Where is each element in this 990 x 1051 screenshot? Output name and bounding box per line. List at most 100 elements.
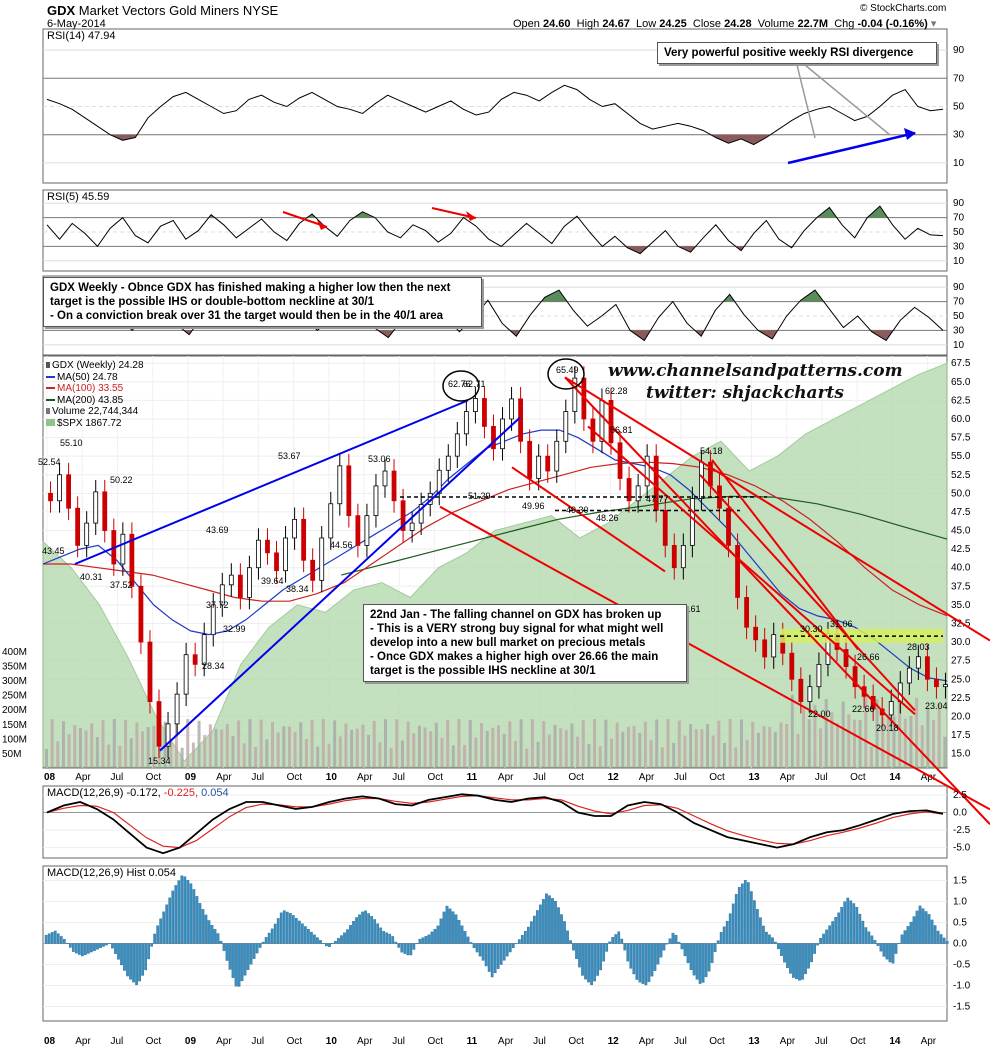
- candle-body: [554, 440, 560, 472]
- candle-body: [391, 470, 397, 502]
- volume-bar: [898, 700, 902, 767]
- volume-bar: [299, 722, 303, 767]
- volume-bar: [78, 728, 82, 767]
- volume-bar: [649, 739, 653, 767]
- volume-bar: [773, 731, 777, 767]
- hist-bar: [421, 937, 425, 944]
- candle-body: [183, 654, 189, 695]
- price-peak-label: 55.10: [60, 438, 83, 448]
- price-x-tick-label: Jul: [674, 772, 687, 783]
- candle-body: [843, 649, 849, 668]
- candle-body: [789, 652, 795, 680]
- volume-bar: [400, 740, 404, 767]
- hist-bar: [56, 933, 60, 944]
- red-channel-line: [564, 376, 990, 642]
- price-peak-label: 37.72: [206, 600, 229, 610]
- price-peak-label: 37.52: [110, 580, 133, 590]
- hist-bar: [418, 938, 422, 944]
- candle-body: [689, 498, 695, 546]
- price-peak-label: 26.66: [857, 652, 880, 662]
- hist-bar: [237, 943, 241, 987]
- candle-body: [617, 442, 623, 479]
- volume-bar: [858, 719, 862, 767]
- hist-bar: [759, 917, 762, 944]
- hist-bar: [692, 943, 696, 976]
- price-peak-label: 49.96: [522, 501, 545, 511]
- hist-bar: [716, 940, 720, 944]
- candle-body: [680, 544, 686, 569]
- candle-body: [382, 470, 388, 487]
- volume-bar: [129, 738, 133, 767]
- rsi-divergence-trendline: [787, 131, 916, 165]
- hist-bar: [858, 913, 862, 944]
- high-value: 24.67: [602, 18, 630, 30]
- hist-x-tick-label: Oct: [287, 1036, 303, 1047]
- candle-body: [798, 678, 804, 702]
- hist-bar: [828, 925, 832, 944]
- hist-bar: [180, 875, 184, 944]
- rsi-line: [46, 84, 944, 146]
- hist-bar: [427, 934, 431, 944]
- hist-bar: [819, 937, 822, 944]
- volume-bar: [73, 725, 77, 767]
- hist-bar: [629, 943, 633, 969]
- hist-bar: [117, 943, 120, 960]
- volume-bar: [796, 733, 800, 767]
- hist-bar: [310, 931, 313, 944]
- volume-bar: [451, 745, 455, 767]
- volume-bar: [593, 719, 597, 767]
- candle-body: [337, 465, 343, 505]
- rsi-tick-label: 50: [953, 102, 965, 113]
- hist-x-tick-label: Apr: [780, 1036, 796, 1047]
- hist-x-tick-label: 12: [608, 1036, 620, 1047]
- volume-bar: [903, 718, 907, 767]
- hist-bar: [517, 939, 521, 944]
- price-tick-label: 45.0: [951, 526, 971, 537]
- hist-bar: [526, 926, 530, 944]
- volume-bar: [745, 739, 749, 767]
- hist-bar: [189, 883, 193, 944]
- price-peak-label: 47.77: [646, 494, 669, 504]
- hist-bar: [713, 943, 717, 952]
- rsi-tick-label: 30: [953, 130, 965, 141]
- rsi-tick-label: 70: [953, 213, 965, 224]
- candle-body: [644, 455, 650, 487]
- volume-bar: [632, 726, 636, 767]
- price-peak-label: 30.30: [800, 624, 823, 634]
- hist-bar: [135, 943, 138, 986]
- hist-bar: [731, 903, 735, 944]
- rsi-tick-label: 10: [953, 256, 965, 267]
- volume-bar: [610, 738, 613, 767]
- candle-body: [274, 552, 279, 572]
- price-peak-label: 62.71: [463, 379, 486, 389]
- hist-bar: [150, 943, 154, 947]
- hist-tick-label: -1.0: [953, 981, 971, 992]
- price-tick-label: 67.5: [951, 358, 971, 369]
- hist-bar: [62, 939, 66, 944]
- candle-body: [147, 641, 153, 702]
- price-peak-label: 54.18: [700, 446, 723, 456]
- hist-bar: [445, 905, 449, 944]
- hist-bar: [433, 928, 437, 944]
- hist-x-tick-label: Jul: [392, 1036, 405, 1047]
- volume-bar: [169, 740, 173, 767]
- volume-tick-label: 400M: [2, 647, 27, 658]
- macd-tick-label: -5.0: [953, 843, 971, 854]
- red-channel-line: [564, 376, 990, 825]
- peak-circle: [442, 370, 480, 402]
- hist-tick-label: 1.0: [953, 897, 967, 908]
- caret-down-icon[interactable]: ▾: [930, 18, 937, 30]
- price-tick-label: 30.0: [951, 637, 971, 648]
- watermark-twitter: twitter: shjackcharts: [646, 383, 844, 403]
- hist-bar: [575, 943, 578, 959]
- volume-bar: [739, 719, 743, 767]
- hist-bar: [852, 903, 856, 944]
- candle-body: [509, 398, 514, 420]
- volume-bar: [723, 742, 726, 767]
- price-x-tick-label: Oct: [427, 772, 443, 783]
- rsi-line: [46, 205, 944, 255]
- hist-bar: [939, 934, 943, 944]
- hist-bar: [749, 891, 753, 944]
- price-tick-label: 50.0: [951, 488, 971, 499]
- volume-bar: [95, 737, 99, 767]
